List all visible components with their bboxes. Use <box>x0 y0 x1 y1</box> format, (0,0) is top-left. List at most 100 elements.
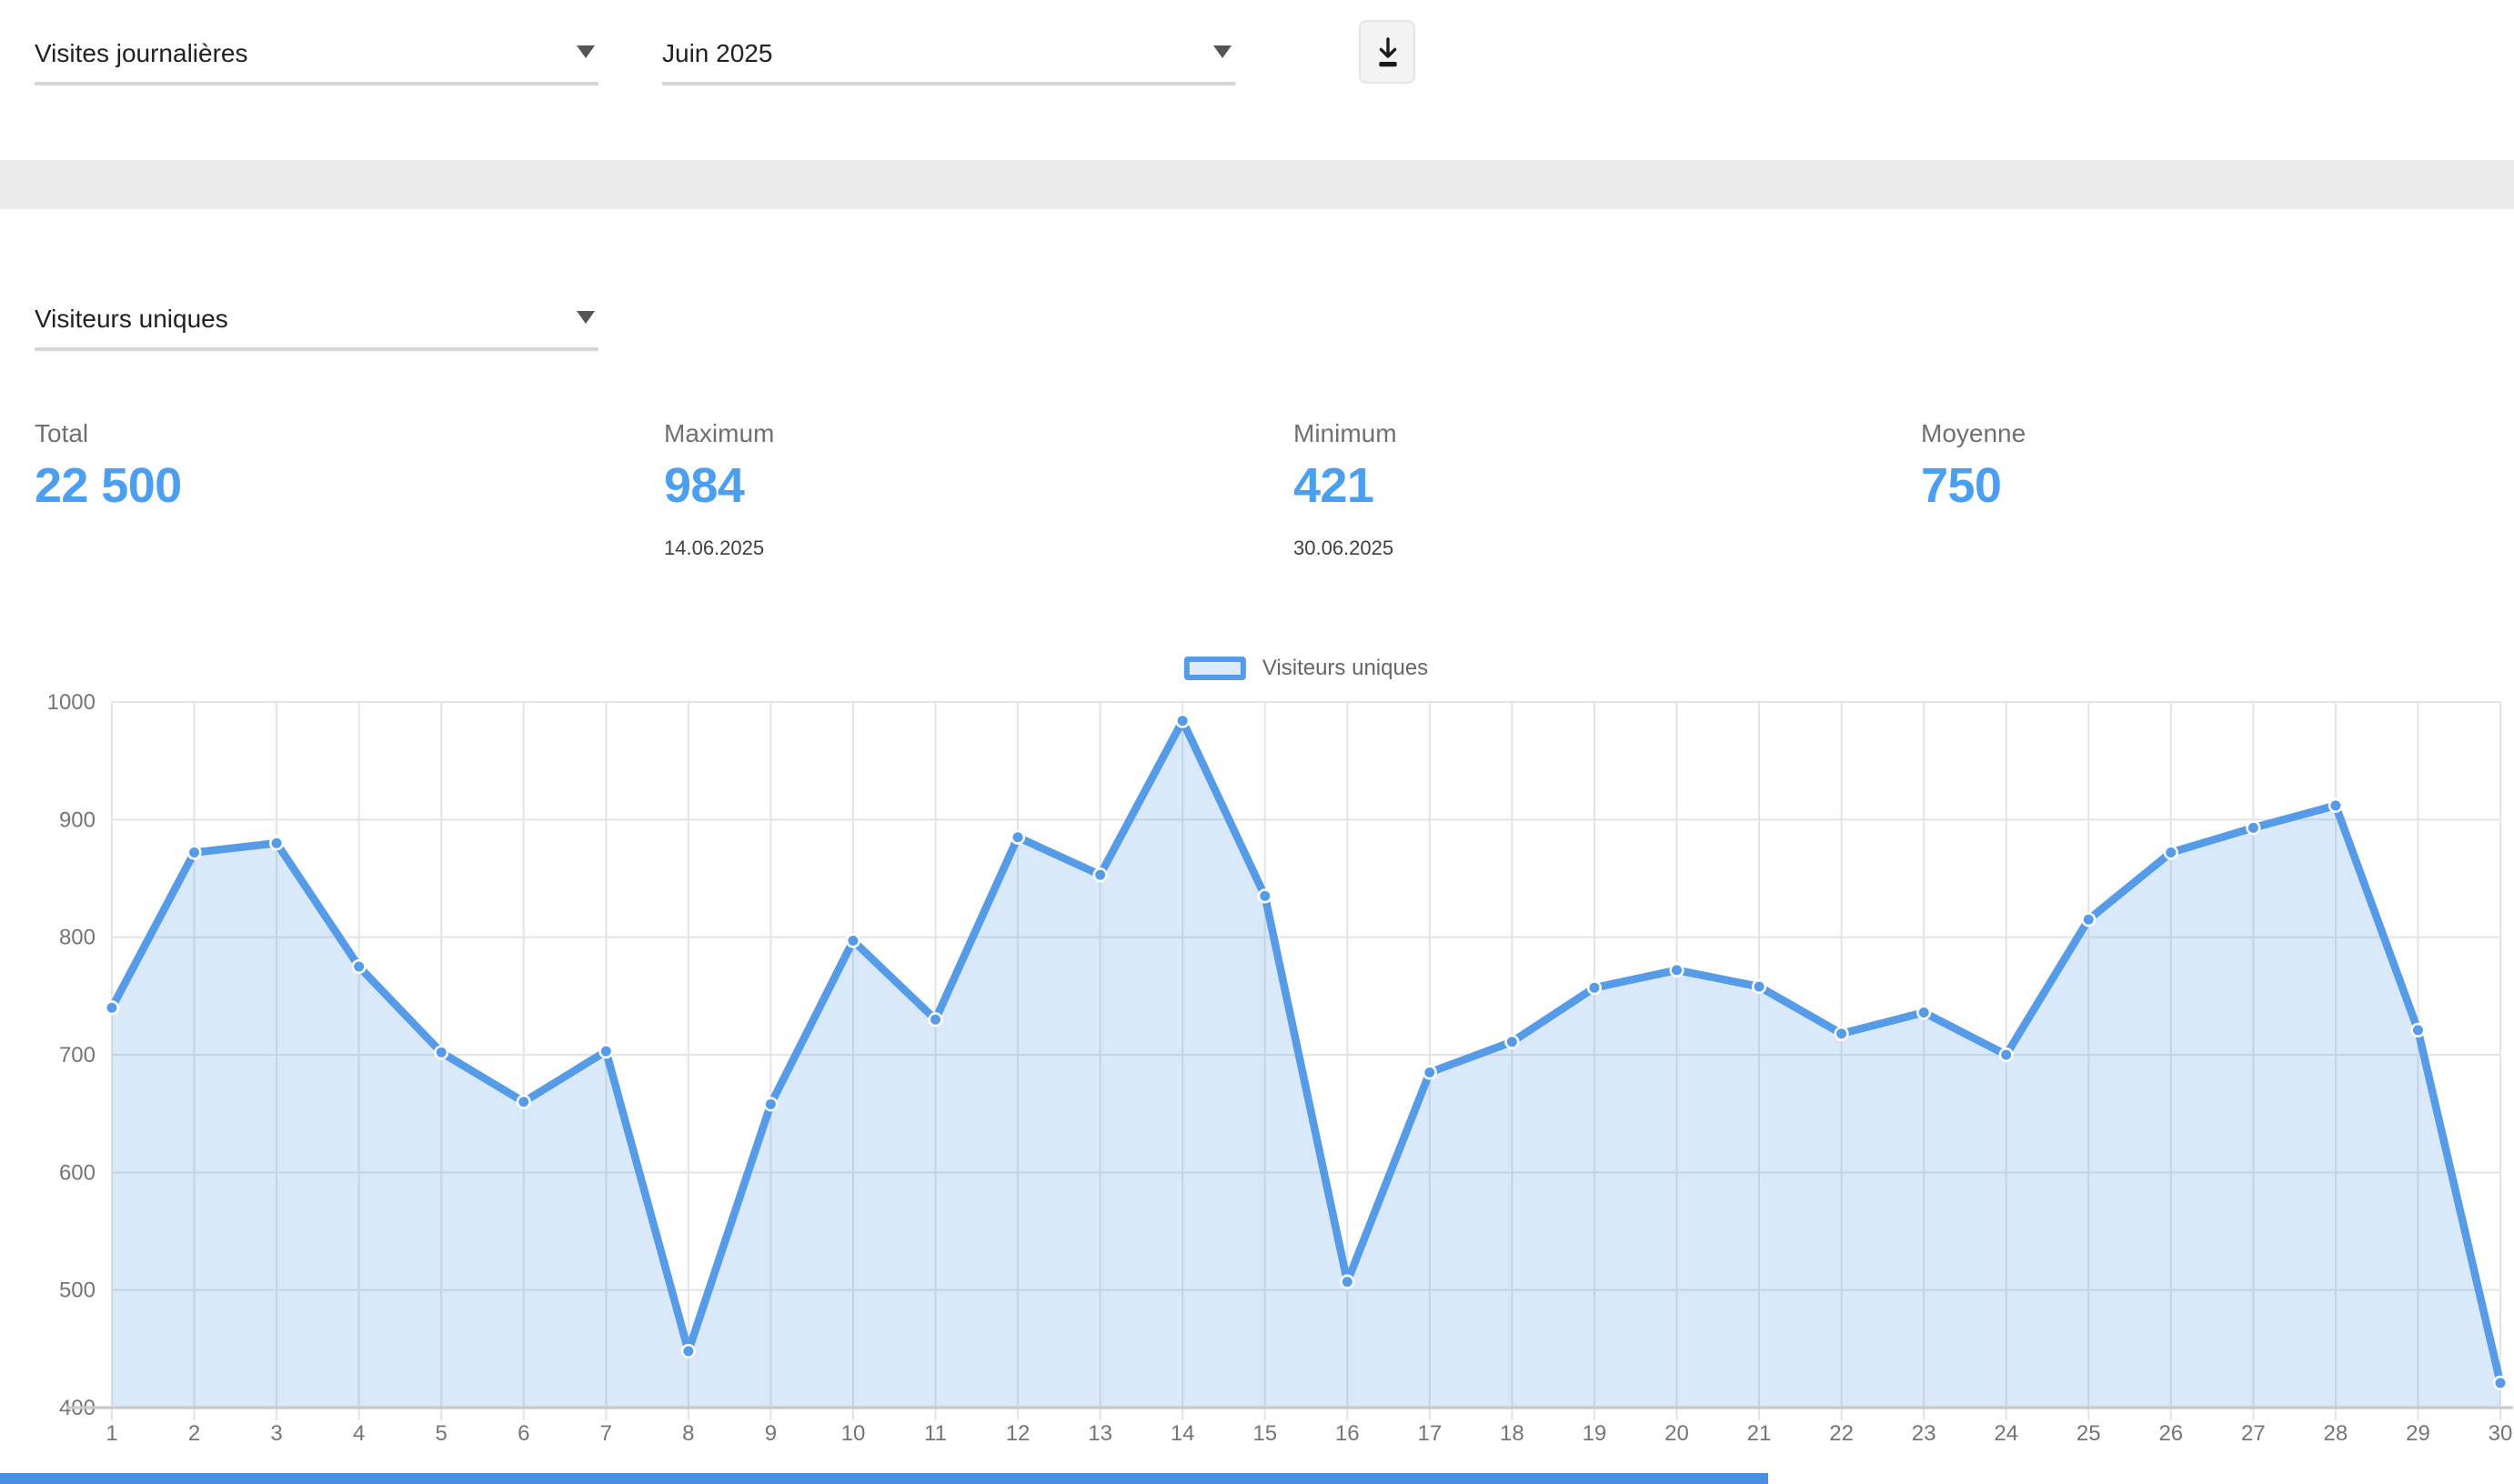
svg-text:28: 28 <box>2324 1421 2348 1446</box>
stat-minimum: Minimum 421 30.06.2025 <box>1293 418 1894 562</box>
trend-line <box>107 717 2505 1388</box>
chart-legend[interactable]: Visiteurs uniques <box>1183 655 1428 680</box>
partial-bottom-bar <box>0 1473 1768 1484</box>
svg-text:12: 12 <box>1006 1421 1031 1446</box>
stat-label: Total <box>35 418 89 447</box>
data-point-day-3[interactable] <box>269 836 285 851</box>
report-type-value: Visites journalières <box>35 38 248 67</box>
svg-text:9: 9 <box>765 1421 777 1446</box>
data-point-day-11[interactable] <box>928 1012 943 1028</box>
data-point-day-17[interactable] <box>1422 1065 1437 1080</box>
data-point-day-22[interactable] <box>1834 1026 1849 1041</box>
stat-label: Moyenne <box>1921 418 2026 447</box>
data-point-day-15[interactable] <box>1257 888 1272 904</box>
svg-text:16: 16 <box>1335 1421 1360 1446</box>
summary-stats: Total 22 500 Maximum 984 14.06.2025 Mini… <box>0 418 2514 591</box>
data-point-day-13[interactable] <box>1092 867 1108 883</box>
data-point-day-28[interactable] <box>2328 797 2343 813</box>
svg-text:500: 500 <box>59 1278 96 1303</box>
svg-text:27: 27 <box>2241 1421 2266 1446</box>
data-point-day-19[interactable] <box>1586 980 1603 996</box>
chevron-down-icon <box>1213 45 1232 58</box>
svg-text:10: 10 <box>841 1421 866 1446</box>
svg-text:20: 20 <box>1664 1421 1689 1446</box>
svg-text:14: 14 <box>1171 1421 1195 1446</box>
svg-text:26: 26 <box>2158 1421 2183 1446</box>
svg-text:19: 19 <box>1583 1421 1607 1446</box>
data-point-day-16[interactable] <box>1340 1274 1355 1289</box>
metric-value: Visiteurs uniques <box>35 304 228 333</box>
section-divider <box>0 160 2514 209</box>
svg-text:600: 600 <box>59 1160 96 1185</box>
data-point-day-8[interactable] <box>680 1343 696 1359</box>
data-point-day-5[interactable] <box>434 1045 449 1060</box>
metric-dropdown[interactable]: Visiteurs uniques <box>35 302 598 351</box>
data-point-day-4[interactable] <box>351 958 367 975</box>
stat-label: Maximum <box>664 418 775 447</box>
period-value: Juin 2025 <box>662 38 773 67</box>
stat-value: 984 <box>664 458 745 513</box>
data-point-day-1[interactable] <box>104 1000 120 1016</box>
stat-value: 22 500 <box>35 458 182 513</box>
svg-text:1000: 1000 <box>47 690 96 715</box>
svg-text:6: 6 <box>518 1421 529 1446</box>
svg-text:13: 13 <box>1088 1421 1112 1446</box>
svg-text:17: 17 <box>1417 1421 1442 1446</box>
stat-average: Moyenne 750 <box>1921 418 2514 562</box>
x-axis-labels: 1 2 3 4 5 6 7 8 9 10 11 12 13 14 15 16 17 18 19 20 21 22 23 24 2… <box>106 1421 2512 1446</box>
data-point-day-2[interactable] <box>186 845 202 860</box>
download-icon <box>1378 36 1396 66</box>
data-point-day-6[interactable] <box>516 1094 531 1109</box>
data-point-day-12[interactable] <box>1010 829 1026 845</box>
svg-text:5: 5 <box>436 1421 447 1446</box>
svg-text:18: 18 <box>1500 1421 1524 1446</box>
svg-text:22: 22 <box>1829 1421 1854 1446</box>
svg-text:2: 2 <box>188 1421 200 1446</box>
data-point-day-9[interactable] <box>763 1097 779 1112</box>
toolbar: Visites journalières Juin 2025 <box>0 0 2514 160</box>
data-point-day-24[interactable] <box>1998 1047 2014 1063</box>
data-point-day-10[interactable] <box>845 933 861 948</box>
data-point-day-25[interactable] <box>2081 912 2097 928</box>
stat-date: 14.06.2025 <box>664 538 765 560</box>
svg-text:700: 700 <box>59 1043 96 1068</box>
period-dropdown[interactable]: Juin 2025 <box>662 36 1235 85</box>
stat-total: Total 22 500 <box>35 418 635 562</box>
svg-text:29: 29 <box>2406 1421 2430 1446</box>
svg-text:7: 7 <box>600 1421 612 1446</box>
data-point-day-14[interactable] <box>1175 713 1191 728</box>
legend-swatch <box>1183 656 1246 679</box>
stat-value: 421 <box>1293 458 1374 513</box>
chevron-down-icon <box>577 45 595 58</box>
data-point-day-30[interactable] <box>2492 1375 2509 1390</box>
stat-maximum: Maximum 984 14.06.2025 <box>664 418 1264 562</box>
data-point-day-20[interactable] <box>1669 962 1684 978</box>
stat-date <box>1921 538 2514 562</box>
y-gridlines <box>112 701 2500 1291</box>
data-point-day-27[interactable] <box>2246 820 2261 836</box>
data-point-day-29[interactable] <box>2410 1022 2426 1038</box>
svg-text:4: 4 <box>353 1421 365 1446</box>
svg-text:30: 30 <box>2489 1421 2513 1446</box>
data-point-day-23[interactable] <box>1916 1005 1932 1020</box>
data-point-day-18[interactable] <box>1504 1034 1520 1049</box>
stat-date <box>35 538 635 562</box>
data-point-day-26[interactable] <box>2163 845 2178 860</box>
stat-label: Minimum <box>1293 418 1397 447</box>
chevron-down-icon <box>577 311 595 324</box>
data-point-day-21[interactable] <box>1751 978 1767 995</box>
report-type-dropdown[interactable]: Visites journalières <box>35 36 598 85</box>
svg-text:15: 15 <box>1252 1421 1277 1446</box>
data-point-day-7[interactable] <box>598 1044 614 1059</box>
svg-text:25: 25 <box>2077 1421 2101 1446</box>
download-button[interactable] <box>1359 20 1415 84</box>
svg-text:23: 23 <box>1912 1421 1936 1446</box>
svg-text:1: 1 <box>106 1421 117 1446</box>
svg-text:24: 24 <box>1994 1421 2018 1446</box>
svg-text:900: 900 <box>59 807 96 832</box>
svg-text:8: 8 <box>682 1421 694 1446</box>
stat-date: 30.06.2025 <box>1293 538 1394 560</box>
